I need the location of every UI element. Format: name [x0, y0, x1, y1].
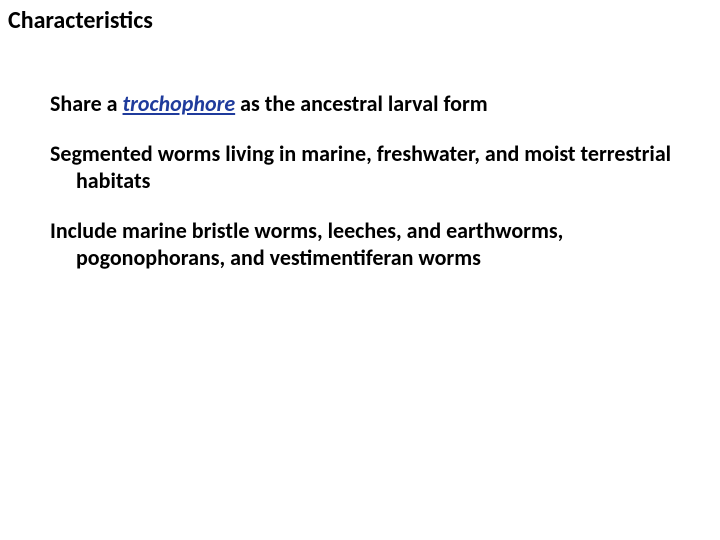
slide-title: Characteristics [8, 6, 153, 35]
bullet-1-pre: Share a [50, 90, 123, 117]
bullet-3: Include marine bristle worms, leeches, a… [50, 217, 680, 272]
bullet-1: Share a trochophore as the ancestral lar… [50, 90, 680, 118]
slide-body: Share a trochophore as the ancestral lar… [50, 90, 680, 294]
bullet-2: Segmented worms living in marine, freshw… [50, 140, 680, 195]
bullet-1-post: as the ancestral larval form [235, 90, 488, 117]
bullet-1-keyword: trochophore [123, 90, 236, 117]
slide: Characteristics Share a trochophore as t… [0, 0, 720, 540]
